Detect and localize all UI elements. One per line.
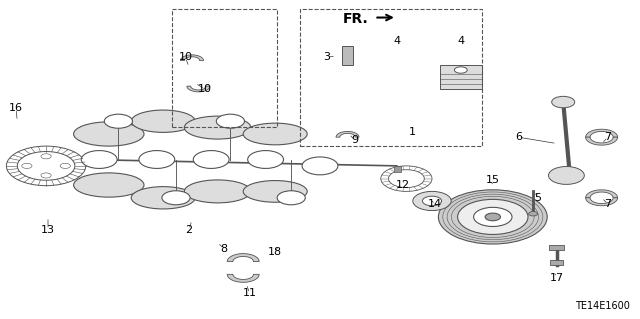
Circle shape: [104, 114, 132, 128]
Circle shape: [41, 173, 51, 178]
Polygon shape: [336, 131, 359, 137]
Text: 4: 4: [393, 36, 401, 47]
Text: 11: 11: [243, 288, 257, 299]
Polygon shape: [180, 55, 204, 61]
Ellipse shape: [131, 187, 195, 209]
Ellipse shape: [74, 122, 144, 146]
Text: 7: 7: [604, 199, 612, 209]
Circle shape: [277, 191, 305, 205]
Circle shape: [193, 151, 229, 168]
Circle shape: [454, 67, 467, 73]
Ellipse shape: [74, 173, 144, 197]
FancyBboxPatch shape: [550, 260, 563, 265]
Text: 17: 17: [550, 272, 564, 283]
Bar: [394, 166, 401, 172]
Circle shape: [22, 163, 32, 168]
Circle shape: [413, 191, 451, 211]
Text: 9: 9: [351, 135, 359, 145]
Text: 10: 10: [179, 52, 193, 63]
Text: 16: 16: [9, 103, 23, 114]
Text: 18: 18: [268, 247, 282, 257]
Text: 13: 13: [41, 225, 55, 235]
Ellipse shape: [131, 110, 195, 132]
Circle shape: [422, 196, 442, 206]
Bar: [342, 46, 353, 65]
Bar: [440, 64, 481, 88]
Text: 3: 3: [323, 52, 330, 63]
Circle shape: [302, 157, 338, 175]
Text: FR.: FR.: [342, 11, 368, 26]
Circle shape: [81, 151, 117, 168]
Bar: [549, 245, 564, 250]
Circle shape: [162, 191, 190, 205]
Circle shape: [41, 154, 51, 159]
Text: TE14E1600: TE14E1600: [575, 301, 630, 311]
Ellipse shape: [243, 181, 307, 202]
Text: 15: 15: [486, 175, 500, 185]
Text: 2: 2: [185, 225, 193, 235]
Circle shape: [17, 152, 75, 180]
Circle shape: [248, 151, 284, 168]
Circle shape: [60, 163, 70, 168]
Polygon shape: [586, 198, 618, 206]
Text: 5: 5: [534, 193, 541, 203]
Polygon shape: [586, 129, 618, 137]
Ellipse shape: [184, 116, 251, 139]
Text: 7: 7: [604, 132, 612, 142]
Text: 14: 14: [428, 199, 442, 209]
Polygon shape: [187, 86, 210, 92]
Circle shape: [548, 167, 584, 184]
Circle shape: [381, 166, 432, 191]
Circle shape: [388, 170, 424, 188]
Text: 10: 10: [198, 84, 212, 94]
Polygon shape: [586, 190, 618, 198]
Text: 8: 8: [220, 244, 228, 254]
Text: 4: 4: [457, 36, 465, 47]
Text: 6: 6: [515, 132, 522, 142]
Circle shape: [485, 213, 500, 221]
Text: 12: 12: [396, 180, 410, 190]
Circle shape: [438, 190, 547, 244]
Polygon shape: [586, 137, 618, 145]
Circle shape: [216, 114, 244, 128]
Circle shape: [552, 96, 575, 108]
Circle shape: [529, 211, 538, 216]
Text: 1: 1: [410, 127, 416, 137]
Ellipse shape: [184, 180, 251, 203]
Circle shape: [139, 151, 175, 168]
Circle shape: [458, 199, 528, 234]
Ellipse shape: [243, 123, 307, 145]
Polygon shape: [227, 274, 259, 282]
Circle shape: [474, 207, 512, 226]
Polygon shape: [227, 254, 259, 262]
Circle shape: [6, 146, 86, 186]
